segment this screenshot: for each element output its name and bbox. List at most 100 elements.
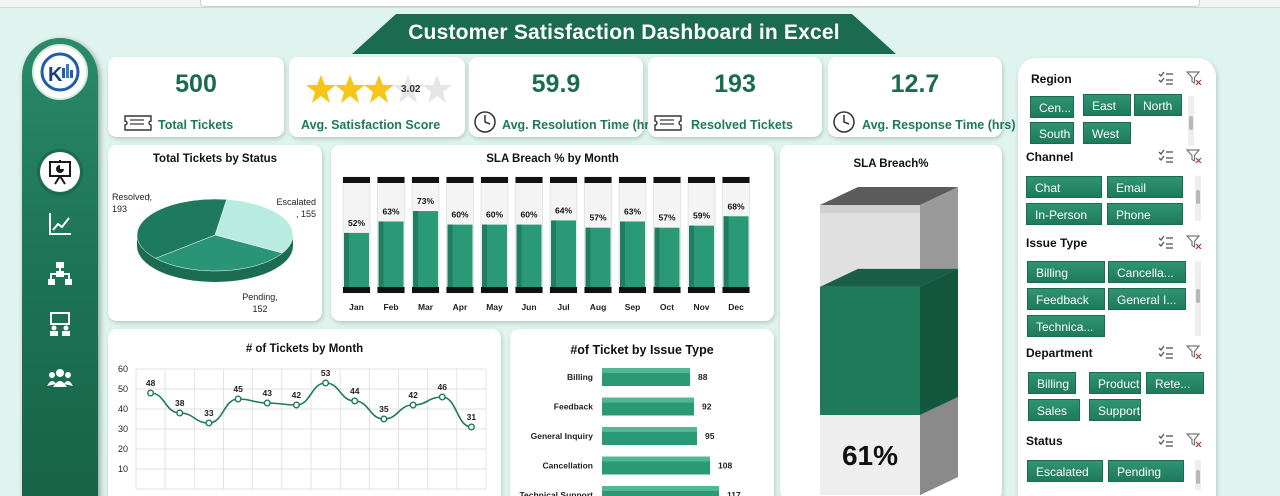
slicer-item-department[interactable]: Billing bbox=[1028, 372, 1076, 394]
multi-select-icon[interactable] bbox=[1158, 345, 1174, 359]
slicer-scrollbar[interactable] bbox=[1195, 261, 1201, 336]
multi-select-icon[interactable] bbox=[1158, 433, 1174, 447]
sla-bar-shade bbox=[723, 216, 729, 287]
sla-bar-shade bbox=[585, 227, 591, 287]
slicer-item-department[interactable]: Product bbox=[1089, 372, 1141, 394]
line-marker bbox=[292, 401, 300, 409]
kpi-total-tickets-label: Total Tickets bbox=[158, 118, 234, 132]
issue-type-bar-chart[interactable]: Billing 88 Feedback 92 General Inquiry 95 Canc… bbox=[510, 359, 774, 496]
nav-meeting[interactable] bbox=[40, 304, 80, 344]
slicer-item-channel[interactable]: Chat bbox=[1026, 176, 1102, 198]
logo-letter: K bbox=[48, 64, 63, 86]
clock-icon bbox=[833, 111, 855, 133]
star-icon-2 bbox=[335, 75, 365, 103]
hierarchy-icon bbox=[48, 262, 72, 285]
slicer-item-issue-type[interactable]: Feedback bbox=[1027, 288, 1105, 310]
clock-icon bbox=[474, 111, 496, 133]
nav-team[interactable] bbox=[40, 358, 80, 398]
team-icon bbox=[47, 369, 73, 387]
line-ytick-label: 30 bbox=[118, 424, 128, 434]
slicer-item-status[interactable]: Escalated bbox=[1027, 460, 1103, 482]
formula-bar[interactable] bbox=[200, 0, 1200, 7]
slicer-item-issue-type[interactable]: Technica... bbox=[1027, 315, 1105, 337]
kpi-resolved-value: 193 bbox=[714, 70, 756, 98]
company-logo[interactable]: K bbox=[32, 44, 88, 100]
slicer-item-issue-type[interactable]: Billing bbox=[1027, 261, 1105, 283]
slicer-scrollbar[interactable] bbox=[1195, 176, 1201, 221]
status-pie-chart[interactable]: Resolved, 193 Escalated , 155 Pending, 152 bbox=[108, 167, 322, 321]
clear-filter-icon[interactable] bbox=[1186, 71, 1202, 85]
clear-filter-icon[interactable] bbox=[1186, 345, 1202, 359]
slicer-scroll-thumb[interactable] bbox=[1196, 190, 1200, 204]
pie-slice-resolved bbox=[136, 198, 227, 259]
slicer-item-region[interactable]: East bbox=[1083, 94, 1131, 116]
sla-bar-category-label: Dec bbox=[728, 302, 744, 312]
slicer-item-status[interactable]: Pending bbox=[1108, 460, 1184, 482]
sla-bar-category-label: Apr bbox=[453, 302, 468, 312]
sla-bar-apr: 60% Apr bbox=[446, 176, 474, 312]
sla-bar-category-label: May bbox=[486, 302, 503, 312]
slicer-item-issue-type[interactable]: Cancella... bbox=[1108, 261, 1186, 283]
sla-bar-value-label: 63% bbox=[382, 206, 399, 216]
slicer-item-channel[interactable]: In-Person bbox=[1026, 203, 1102, 225]
multi-select-icon[interactable] bbox=[1158, 149, 1174, 163]
pie-leader-resolved bbox=[147, 194, 151, 202]
issue-bar-highlight bbox=[602, 368, 690, 373]
line-point-5: 43 bbox=[263, 388, 272, 407]
slicer-item-issue-type[interactable]: General I... bbox=[1108, 288, 1186, 310]
issue-value-label: 108 bbox=[718, 461, 732, 471]
multi-select-icon[interactable] bbox=[1158, 71, 1174, 85]
slicer-item-department[interactable]: Rete... bbox=[1146, 372, 1204, 394]
nav-trend[interactable] bbox=[40, 204, 80, 244]
sla-bar-value-label: 64% bbox=[555, 205, 572, 215]
slicer-scroll-thumb[interactable] bbox=[1196, 470, 1200, 484]
clear-filter-icon[interactable] bbox=[1186, 149, 1202, 163]
chart-card-issue-type: #of Ticket by Issue Type Billing 88 Feedba… bbox=[510, 329, 774, 496]
kpi-resolved-label: Resolved Tickets bbox=[691, 118, 793, 132]
slicer-item-region[interactable]: North bbox=[1134, 94, 1182, 116]
line-data-label: 42 bbox=[292, 390, 302, 400]
sla-month-chart[interactable]: 52% Jan 63% Feb 73% Mar 60% Apr 60% May 60% Jun 64% J… bbox=[331, 167, 774, 321]
sla-bar-cap-top bbox=[412, 177, 439, 183]
issue-bar-4: Cancellation 108 bbox=[542, 456, 732, 475]
pie-slice-escalated bbox=[214, 199, 294, 254]
sla-bar-cap-top bbox=[377, 177, 405, 183]
clear-filter-icon[interactable] bbox=[1186, 433, 1202, 447]
tickets-month-line-chart[interactable]: 60 50 40 30 20 10 48 38 33 45 43 42 53 44 35 42 46 31 bbox=[108, 359, 501, 496]
clear-filter-icon[interactable] bbox=[1186, 235, 1202, 249]
sla-bar-value-label: 60% bbox=[520, 210, 537, 220]
slicer-scrollbar[interactable] bbox=[1188, 96, 1194, 146]
pie-label-pending-1: 152 bbox=[252, 304, 267, 314]
nav-hierarchy[interactable] bbox=[40, 254, 80, 294]
slicer-scrollbar[interactable] bbox=[1195, 460, 1201, 490]
slicer-item-channel[interactable]: Email bbox=[1107, 176, 1183, 198]
kpi-card-resolved: 193 Resolved Tickets bbox=[648, 57, 822, 137]
sla-bar-cap-top bbox=[722, 177, 750, 183]
slicer-title-region: Region bbox=[1031, 72, 1072, 86]
slicer-item-region[interactable]: South bbox=[1030, 122, 1074, 144]
sla-bar-shade bbox=[689, 225, 694, 287]
slicer-scroll-thumb[interactable] bbox=[1189, 116, 1193, 130]
slicer-scroll-thumb[interactable] bbox=[1196, 289, 1200, 303]
sla-bar-cap-bottom bbox=[584, 287, 612, 293]
slicer-item-region[interactable]: West bbox=[1083, 122, 1131, 144]
line-grid bbox=[135, 368, 487, 490]
sla-bar-oct: 57% Oct bbox=[653, 176, 681, 312]
sla-bar-cap-top bbox=[688, 177, 715, 183]
slicer-item-department[interactable]: Support bbox=[1089, 399, 1141, 421]
sla-bar-may: 60% May bbox=[480, 176, 509, 312]
line-point-10: 42 bbox=[408, 390, 418, 409]
presentation-icon bbox=[49, 160, 71, 185]
slicer-item-region[interactable]: Cen... bbox=[1030, 96, 1074, 118]
nav-presentation[interactable] bbox=[40, 152, 80, 192]
multi-select-icon[interactable] bbox=[1158, 235, 1174, 249]
slicer-item-department[interactable]: Sales bbox=[1028, 399, 1080, 421]
issue-bar-highlight bbox=[602, 456, 710, 462]
line-marker bbox=[234, 395, 242, 403]
sla-bar-cap-top bbox=[343, 177, 370, 183]
slicer-item-channel[interactable]: Phone bbox=[1107, 203, 1183, 225]
sla-total-chart[interactable]: 61% bbox=[780, 175, 1002, 495]
sla-bar-category-label: Jul bbox=[557, 302, 569, 312]
sla-bar-aug: 57% Aug bbox=[584, 176, 612, 312]
sla-bar-shade bbox=[654, 227, 660, 287]
